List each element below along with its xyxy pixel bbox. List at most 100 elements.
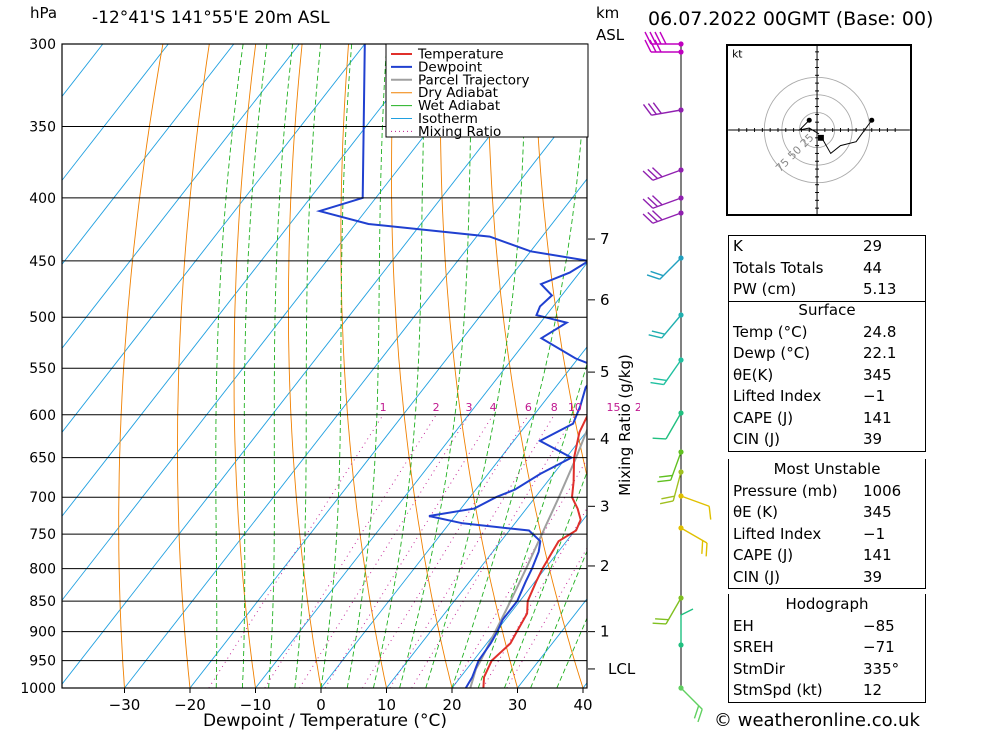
wet-adiabat-line	[451, 44, 587, 688]
isotherm-line	[62, 44, 235, 266]
datetime-title: 06.07.2022 00GMT (Base: 00)	[648, 8, 934, 30]
pressure-tick-label: 750	[29, 527, 56, 543]
mixing-ratio-label: 3	[465, 401, 472, 414]
wet-adiabat-line	[556, 617, 587, 688]
pressure-tick-label: 900	[29, 625, 56, 641]
hodograph-table: Hodograph EH −85 SREH −71 StmDir 335° StmSp…	[728, 594, 926, 703]
wind-barb	[644, 39, 681, 53]
most-unstable-row: Pressure (mb) 1006	[733, 481, 902, 500]
dry-adiabat-line	[487, 44, 584, 688]
pressure-tick-label: 850	[29, 594, 56, 610]
hodograph-row: SREH −71	[733, 638, 895, 656]
km-tick-label: 5	[600, 363, 610, 381]
index-row-totals: Totals Totals 44	[733, 258, 883, 277]
pressure-tick-label: 700	[29, 490, 56, 506]
wind-barb	[642, 210, 682, 224]
pressure-tick-label: 650	[29, 451, 56, 467]
wind-barb-dot	[678, 685, 684, 691]
hodograph-point	[806, 117, 812, 123]
x-tick-label: 40	[573, 696, 592, 714]
surface-title: Surface	[798, 301, 856, 319]
wind-barb	[642, 195, 682, 209]
mixing-ratio-label: 6	[525, 401, 532, 414]
isotherm-line	[124, 94, 587, 688]
x-tick-label: −30	[109, 696, 141, 714]
wind-barb	[642, 167, 682, 181]
x-tick-label: 30	[508, 696, 527, 714]
hodograph-row: StmDir 335°	[733, 659, 900, 678]
mixing-ratio-label: 1	[380, 401, 387, 414]
surface-row: CIN (J) 39	[733, 430, 883, 448]
wind-barb-dot	[678, 410, 684, 416]
pressure-tick-label: 500	[29, 310, 56, 326]
mixing-ratio-label: 8	[551, 401, 558, 414]
x-tick-label: 0	[316, 696, 326, 714]
hodograph-ring-label: 50	[785, 143, 804, 162]
wind-barb	[648, 314, 682, 339]
temperature-line	[482, 413, 587, 688]
dewpoint-line	[315, 44, 587, 688]
mixing-ratio-label: 15	[607, 401, 621, 414]
km-tick-label: 6	[600, 291, 610, 309]
hodograph-row: StmSpd (kt) 12	[733, 681, 883, 699]
pressure-tick-label: 1000	[20, 681, 56, 697]
wind-barb	[680, 687, 703, 723]
legend-entry: Isotherm	[418, 111, 478, 127]
wind-barb	[646, 257, 682, 280]
isotherm-line	[62, 44, 562, 685]
wind-barb-dot	[678, 167, 684, 173]
mixing-ratio-label: 20	[635, 401, 640, 414]
unit-km-label: km	[596, 4, 620, 22]
km-tick-label: 2	[600, 557, 610, 575]
dry-adiabat-line	[440, 44, 518, 688]
pressure-tick-label: 950	[29, 654, 56, 670]
index-row-pw: PW (cm) 5.13	[733, 280, 897, 298]
surface-row: Temp (°C) 24.8	[733, 322, 897, 341]
dry-adiabat-line	[391, 44, 453, 688]
footer-credit[interactable]: © weatheronline.co.uk	[714, 710, 920, 731]
pressure-tick-label: 300	[29, 37, 56, 53]
mixing-ratio-axis-label: Mixing Ratio (g/kg)	[616, 354, 634, 496]
legend-box	[385, 43, 589, 138]
isotherm-line	[62, 44, 169, 182]
unit-hpa-label: hPa	[30, 4, 58, 22]
surface-row: Dewp (°C) 22.1	[733, 344, 897, 362]
wind-barb	[680, 527, 708, 557]
wind-barb	[652, 597, 682, 625]
isotherm-line	[62, 44, 300, 349]
skew-t-diagram: 1234681015202530035040045050055060065070…	[20, 37, 640, 731]
isotherm-line	[62, 44, 366, 433]
index-row-k: K 29	[733, 237, 883, 255]
legend-entry: Parcel Trajectory	[418, 72, 530, 88]
km-tick-label: 1	[600, 623, 610, 641]
hodograph-point	[869, 117, 875, 123]
isotherm-line	[255, 262, 587, 688]
legend-entry: Temperature	[417, 47, 504, 63]
wind-barb-dot	[678, 642, 684, 648]
legend-entry: Mixing Ratio	[418, 124, 501, 140]
pressure-tick-label: 450	[29, 254, 56, 270]
pressure-tick-label: 400	[29, 191, 56, 207]
x-axis-label: Dewpoint / Temperature (°C)	[203, 711, 447, 731]
wet-adiabat-line	[215, 44, 244, 688]
isotherm-line	[320, 346, 587, 688]
dry-adiabat-line	[177, 44, 210, 688]
km-tick-label: 7	[600, 230, 610, 248]
isotherm-line	[451, 514, 587, 688]
legend-entry: Dewpoint	[418, 59, 482, 75]
km-tick-label: 3	[600, 497, 610, 515]
legend-entry: Wet Adiabat	[418, 98, 500, 114]
wind-barb-dot	[678, 357, 684, 363]
wet-adiabat-line	[346, 44, 388, 688]
wind-barb-dot	[678, 49, 684, 55]
wind-barb	[680, 495, 712, 520]
mixing-ratio-line	[362, 414, 529, 688]
surface-table: Surface Temp (°C) 24.8 Dewp (°C) 22.1 θE(K…	[728, 300, 926, 452]
wind-barb	[644, 31, 681, 45]
wind-barb-dot	[678, 107, 684, 113]
most-unstable-table: Most Unstable Pressure (mb) 1006 θE (K) 34…	[728, 459, 926, 589]
surface-row: CAPE (J) 141	[733, 408, 892, 427]
dry-adiabat-line	[118, 44, 164, 688]
wet-adiabat-line	[294, 44, 322, 688]
